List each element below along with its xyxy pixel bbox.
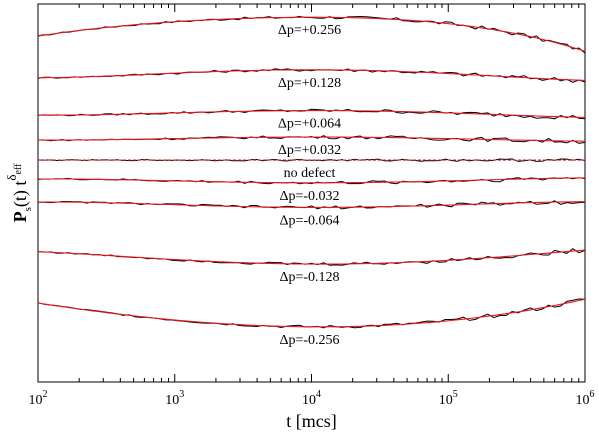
x-tick-label: 104 [302, 389, 321, 408]
fit-curve [37, 201, 585, 208]
curve-label: Δp=-0.128 [279, 270, 339, 285]
x-tick-label: 102 [29, 389, 48, 408]
data-curve [37, 298, 586, 329]
data-curve [37, 200, 586, 210]
curve-label: Δp=-0.032 [279, 189, 339, 204]
svg-text:Ps(t) tδeff: Ps(t) tδeff [4, 163, 34, 223]
x-axis-tick-labels: 102 103 104 105 106 [29, 389, 595, 408]
x-axis-ticks [37, 4, 586, 382]
fit-curve [38, 69, 586, 81]
fit-curve [37, 298, 586, 328]
curve-label: Δp=+0.128 [278, 76, 341, 91]
curve-label: no defect [284, 166, 336, 181]
fit-curve [38, 177, 585, 184]
fit-curve [37, 16, 586, 52]
y-axis-title: Ps(t) tδeff [4, 163, 34, 223]
y-axis-title-arg: (t) t [10, 181, 31, 208]
curve-label: Δp=+0.064 [278, 117, 341, 132]
x-tick-label: 105 [439, 389, 458, 408]
fit-curve [37, 249, 586, 265]
curve-label: Δp=-0.064 [279, 213, 339, 228]
curves [37, 15, 586, 329]
x-axis-title: t [mcs] [286, 411, 336, 431]
fit-curve [37, 110, 586, 118]
curve-label: Δp=+0.256 [278, 23, 341, 38]
y-axis-title-sup: δ [4, 175, 19, 181]
y-axis-title-main: P [10, 211, 30, 222]
curve-label: Δp=-0.256 [279, 333, 339, 348]
curve-labels: Δp=+0.256 Δp=+0.128 Δp=+0.064 Δp=+0.032 no d… [278, 23, 341, 348]
y-axis-title-supsub: eff [13, 163, 24, 175]
y-axis-title-sub: s [22, 207, 34, 211]
data-curve [37, 108, 586, 120]
x-tick-label: 103 [165, 389, 184, 408]
fit-curve [38, 136, 586, 142]
curve-label: Δp=+0.032 [278, 143, 341, 158]
x-tick-label: 106 [576, 389, 595, 408]
